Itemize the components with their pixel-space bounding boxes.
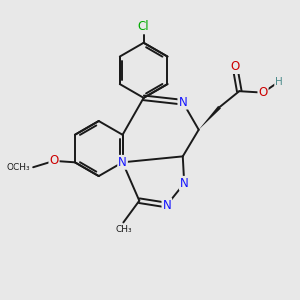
- Text: O: O: [258, 86, 268, 99]
- Text: O: O: [230, 60, 239, 73]
- Polygon shape: [199, 106, 221, 130]
- Text: OCH₃: OCH₃: [7, 163, 30, 172]
- Text: O: O: [50, 154, 59, 167]
- Text: N: N: [178, 96, 187, 109]
- Text: N: N: [163, 199, 171, 212]
- Text: N: N: [118, 156, 127, 169]
- Text: CH₃: CH₃: [115, 225, 132, 234]
- Text: N: N: [180, 177, 189, 190]
- Text: H: H: [275, 76, 283, 87]
- Text: Cl: Cl: [138, 20, 149, 33]
